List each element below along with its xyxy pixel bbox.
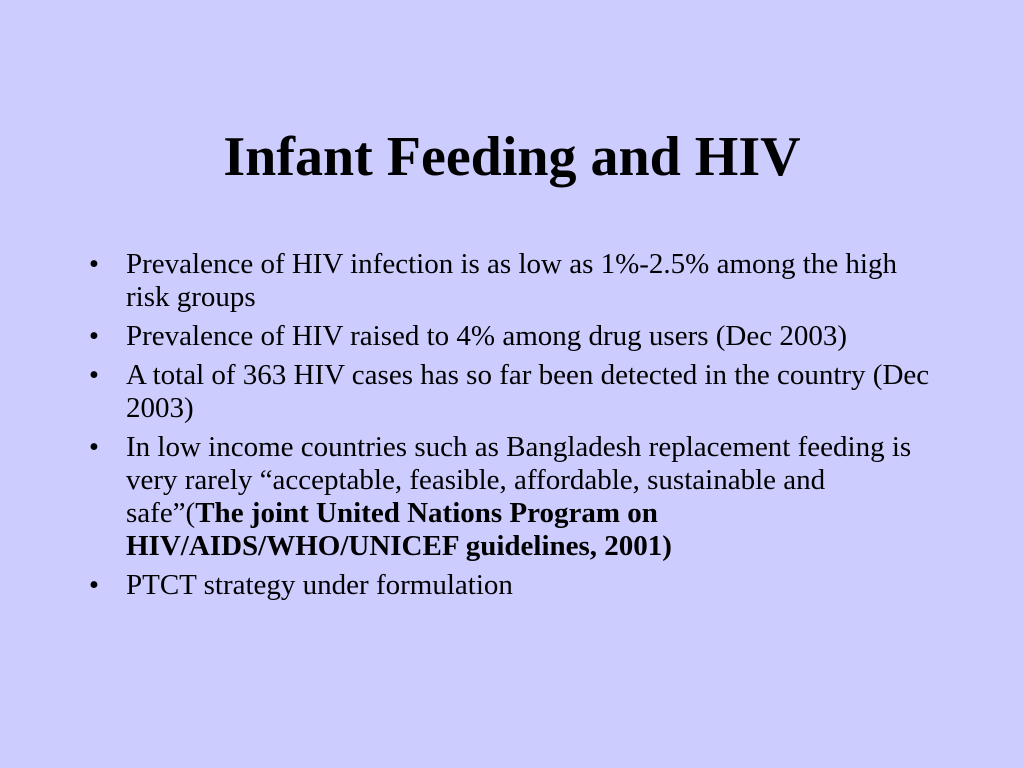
bullet-icon: • [88, 320, 100, 352]
bullet-text: Prevalence of HIV infection is as low as… [126, 248, 897, 313]
list-item: • A total of 363 HIV cases has so far be… [84, 359, 944, 425]
bullet-citation: The joint United Nations Program on HIV/… [126, 497, 672, 562]
bullet-text: PTCT strategy under formulation [126, 569, 513, 601]
bullet-text: Prevalence of HIV raised to 4% among dru… [126, 320, 848, 352]
bullet-icon: • [88, 359, 100, 391]
bullet-text: In low income countries such as Banglade… [126, 431, 912, 529]
slide-title: Infant Feeding and HIV [223, 126, 801, 188]
bullet-icon: • [88, 431, 100, 463]
bullet-list: • Prevalence of HIV infection is as low … [84, 248, 944, 608]
bullet-text: A total of 363 HIV cases has so far been… [126, 359, 930, 424]
list-item: • In low income countries such as Bangla… [84, 431, 944, 563]
list-item: • Prevalence of HIV infection is as low … [84, 248, 944, 314]
bullet-icon: • [88, 248, 100, 280]
list-item: • Prevalence of HIV raised to 4% among d… [84, 320, 944, 353]
list-item: • PTCT strategy under formulation [84, 569, 944, 602]
bullet-icon: • [88, 569, 100, 601]
